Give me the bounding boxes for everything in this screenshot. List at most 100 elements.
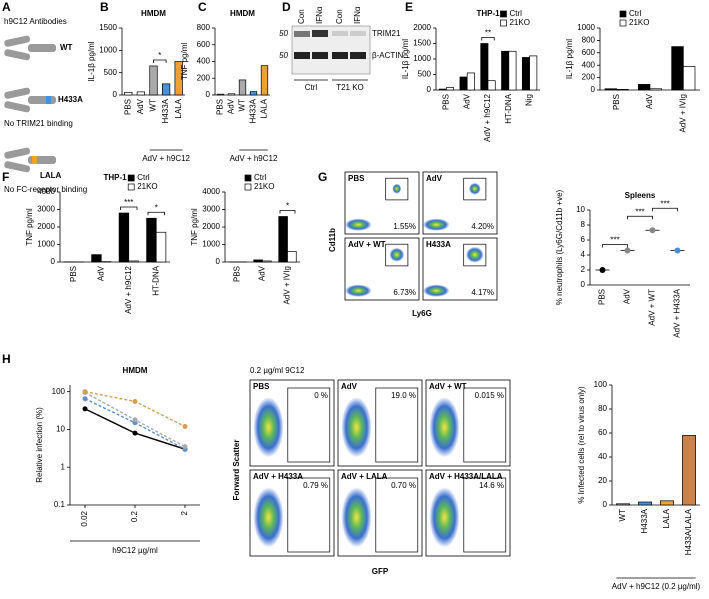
significance-bracket: [153, 59, 167, 63]
gate-percent: 14.6 %: [479, 481, 504, 490]
group-label: Ctrl: [305, 83, 318, 92]
bar: [216, 93, 225, 96]
bar: [287, 251, 297, 263]
legend-label: Ctrl: [137, 173, 150, 182]
plot-label: AdV + H433A/LALA: [429, 472, 503, 481]
gate-percent: 4.17%: [471, 288, 494, 297]
bar: [136, 91, 146, 96]
x-tick-label: HT-DNA: [151, 265, 160, 295]
y-tick-label: 60: [598, 428, 607, 437]
bar: [155, 231, 167, 263]
significance-bracket: [652, 207, 678, 212]
y-axis-label: TNF pg/ml: [180, 43, 189, 81]
gate: [375, 387, 419, 463]
x-axis-label: h9C12 µg/ml: [112, 546, 158, 555]
y-tick-label: 6: [581, 235, 586, 244]
significance-bracket: [279, 210, 296, 214]
panel-letter: G: [318, 170, 327, 184]
bar: [238, 79, 247, 96]
x-tick-label: AdV + H433A: [673, 288, 682, 337]
y-tick-label: 80: [598, 404, 607, 413]
significance: *: [158, 51, 161, 60]
bar: [637, 84, 651, 91]
significance: ***: [124, 198, 133, 207]
band-label: TRIM21: [372, 29, 401, 38]
antibody-label: WT: [60, 43, 73, 52]
x-tick-label: H433A: [161, 98, 170, 123]
gate-percent: 0 %: [314, 391, 328, 400]
y-tick-label: 10: [56, 425, 65, 434]
group-label: AdV + h9C12: [230, 154, 278, 163]
y-tick-label: 600: [582, 48, 596, 57]
x-tick-label: AdV + h9C12: [483, 93, 492, 141]
chart-title: Spleens: [625, 191, 656, 200]
blot-band: [312, 52, 328, 59]
density: [392, 183, 402, 194]
bar: [260, 65, 269, 96]
y-tick-label: 2000: [37, 222, 55, 231]
x-tick-label: LALA: [662, 508, 671, 528]
legend-label: Ctrl: [254, 173, 267, 182]
antibody-note: No FC-receptor binding: [4, 185, 87, 194]
point: [182, 444, 188, 450]
y-tick-label: 1: [61, 462, 66, 471]
bar: [604, 88, 618, 91]
plot-label: AdV: [426, 174, 443, 183]
point: [624, 247, 631, 254]
lane-label: Con: [335, 9, 344, 24]
point: [82, 396, 88, 402]
bar: [149, 65, 158, 96]
bar: [466, 72, 475, 91]
gate: [463, 387, 507, 463]
y-axis-label: TNF pg/ml: [25, 208, 34, 246]
bar: [253, 259, 263, 263]
legend-label: 21KO: [254, 182, 274, 191]
point: [132, 430, 138, 436]
bar: [649, 88, 663, 91]
density: [389, 247, 405, 262]
chart-title: THP-1: [476, 9, 500, 18]
y-tick-label: 1000: [99, 45, 117, 54]
y-axis-label: TNF pg/ml: [190, 208, 199, 246]
bar: [616, 503, 630, 506]
gate: [463, 477, 507, 553]
x-tick-label: H433A: [249, 98, 258, 123]
y-tick-label: 40: [598, 452, 607, 461]
antibody-lala: [4, 147, 56, 173]
legend-swatch: [244, 174, 252, 182]
density: [253, 397, 284, 458]
blot-band: [350, 52, 366, 59]
band-label: β-ACTIN: [372, 51, 403, 60]
y-tick-label: 200: [582, 73, 596, 82]
blot-band: [332, 31, 348, 36]
gate-percent: 4.20%: [471, 222, 494, 231]
x-tick-label: PBS: [123, 99, 132, 115]
significance: **: [485, 29, 491, 38]
y-tick-label: 20: [598, 476, 607, 485]
x-tick-label: Nig: [525, 94, 534, 106]
significance: *: [155, 203, 158, 212]
y-tick-label: 400: [582, 60, 596, 69]
x-tick-label: H433A: [640, 508, 649, 533]
y-tick-label: 800: [197, 23, 211, 32]
y-tick-label: 200: [197, 73, 211, 82]
y-tick-label: 1000: [577, 23, 595, 32]
y-axis-label: Relative infection (%): [35, 407, 44, 483]
flow-title: 0.2 µg/ml 9C12: [250, 366, 305, 375]
x-tick-label: AdV: [462, 93, 471, 109]
gate: [385, 177, 409, 201]
significance: *: [286, 202, 289, 211]
legend-label: 21KO: [629, 18, 649, 27]
y-tick-label: 400: [197, 57, 211, 66]
blot-band: [294, 31, 310, 37]
x-tick-label: 0.02: [80, 510, 89, 526]
bar: [124, 91, 133, 96]
legend-swatch: [127, 183, 135, 191]
y-tick-label: 1000: [413, 54, 431, 63]
density: [465, 246, 484, 263]
density: [341, 487, 372, 548]
gate-percent: 0.70 %: [391, 481, 416, 490]
bar: [682, 435, 696, 506]
density: [468, 182, 481, 195]
